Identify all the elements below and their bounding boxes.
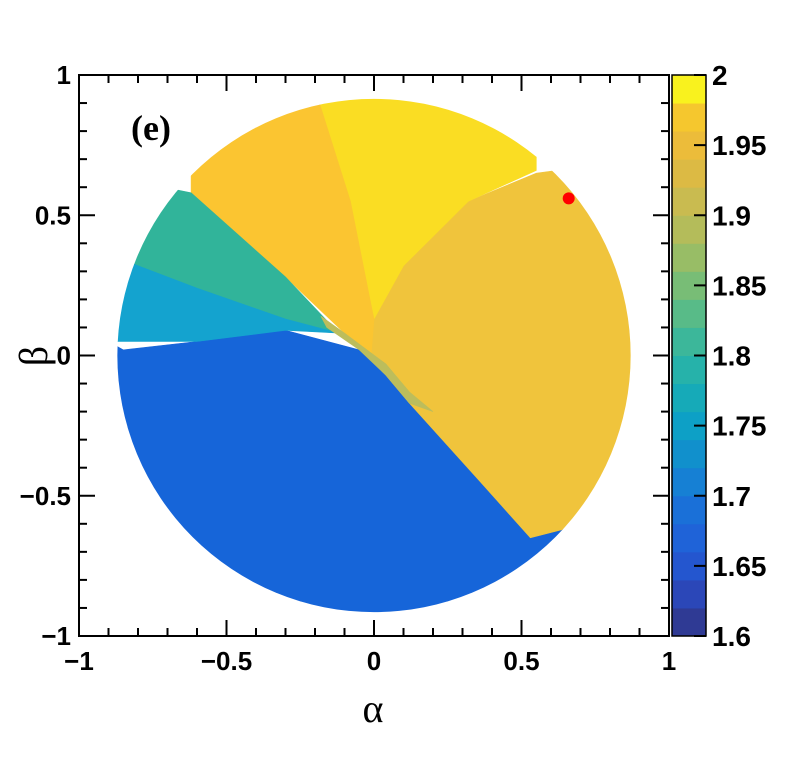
y-axis-title: β	[11, 346, 56, 366]
palette-tick-label: 1.85	[712, 270, 767, 301]
region-diagonal-seam	[320, 315, 434, 412]
palette-band	[672, 607, 706, 637]
axis-ticks: −1 −0.5 0 0.5 1 −1 −0.5 0 0.5 1	[20, 60, 677, 676]
palette-band	[672, 243, 706, 272]
x-tick-label: −0.5	[201, 646, 252, 676]
palette-tick-label: 1.95	[712, 130, 767, 161]
x-tick-label: 1	[662, 646, 676, 676]
palette-tick-label: 1.7	[712, 481, 751, 512]
y-tick-label: 0.5	[35, 200, 71, 230]
palette-band	[672, 299, 706, 328]
palette-band	[672, 103, 706, 132]
y-tick-label: 1	[57, 60, 71, 90]
x-tick-label: 0	[367, 646, 381, 676]
palette-tick-label: 1.65	[712, 551, 767, 582]
y-tick-label: 0	[57, 341, 71, 371]
palette-band	[672, 383, 706, 413]
x-tick-label: 0.5	[503, 646, 539, 676]
panel-label: (e)	[131, 108, 171, 148]
palette-band	[672, 495, 706, 525]
palette-band	[672, 215, 706, 244]
palette-band	[672, 159, 706, 188]
heatmap-regions	[117, 98, 631, 613]
palette-band	[672, 355, 706, 385]
palette-tick-label: 2	[712, 60, 728, 91]
y-tick-label: −1	[41, 621, 71, 651]
color-palette	[671, 74, 707, 637]
palette-band	[672, 327, 706, 356]
y-tick-label: −0.5	[20, 481, 71, 511]
x-tick-label: −1	[64, 646, 94, 676]
marker-point	[562, 192, 575, 205]
palette-tick-label: 1.6	[712, 621, 751, 652]
palette-band	[672, 439, 706, 469]
palette-tick-label: 1.75	[712, 411, 767, 442]
marker-layer	[562, 192, 575, 205]
palette-tick-label: 1.9	[712, 200, 751, 231]
palette-band	[672, 467, 706, 497]
color-palette-ticks: 2 1.95 1.9 1.85 1.8 1.75 1.7 1.65 1.6	[694, 60, 767, 652]
palette-band	[672, 75, 706, 104]
x-axis-title: α	[363, 686, 384, 731]
palette-tick-label: 1.8	[712, 341, 751, 372]
palette-band	[672, 523, 706, 553]
region-left-band-lower	[117, 254, 339, 342]
palette-band	[672, 579, 706, 609]
palette-band	[672, 187, 706, 216]
